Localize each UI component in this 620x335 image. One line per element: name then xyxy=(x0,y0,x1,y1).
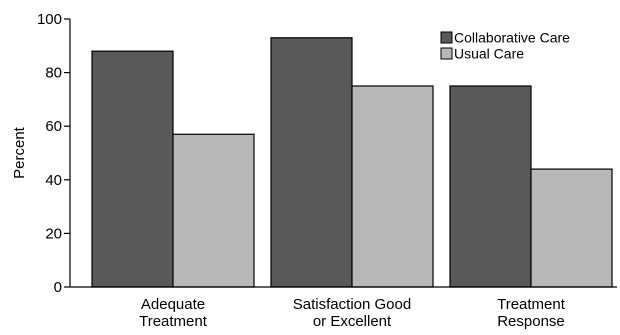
category-label-0-line-0: Adequate xyxy=(141,296,205,313)
category-label-2-line-0: Treatment xyxy=(497,296,566,313)
category-label-1-line-0: Satisfaction Good xyxy=(293,296,411,313)
y-tick-label-60: 60 xyxy=(45,118,62,135)
bar-usual-2 xyxy=(530,168,613,288)
bar-collaborative-2 xyxy=(449,85,532,288)
bar-usual-0 xyxy=(172,133,255,288)
bar-collaborative-1 xyxy=(270,37,353,288)
legend-swatch-0 xyxy=(440,31,453,44)
bar-usual-1 xyxy=(351,85,434,288)
category-label-0-line-1: Treatment xyxy=(139,313,208,330)
y-tick-label-40: 40 xyxy=(45,172,62,189)
bar-collaborative-0 xyxy=(91,50,174,288)
y-tick-label-20: 20 xyxy=(45,225,62,242)
category-label-1-line-1: or Excellent xyxy=(313,313,392,330)
y-tick-label-0: 0 xyxy=(54,279,62,296)
legend-label-0: Collaborative Care xyxy=(454,30,570,46)
bars-group xyxy=(91,37,613,288)
legend-swatch-1 xyxy=(440,47,453,60)
y-tick-label-100: 100 xyxy=(37,11,62,28)
legend-label-1: Usual Care xyxy=(454,46,524,62)
y-tick-label-80: 80 xyxy=(45,65,62,82)
category-label-2-line-1: Response xyxy=(497,313,565,330)
y-axis-title: Percent xyxy=(11,126,28,179)
